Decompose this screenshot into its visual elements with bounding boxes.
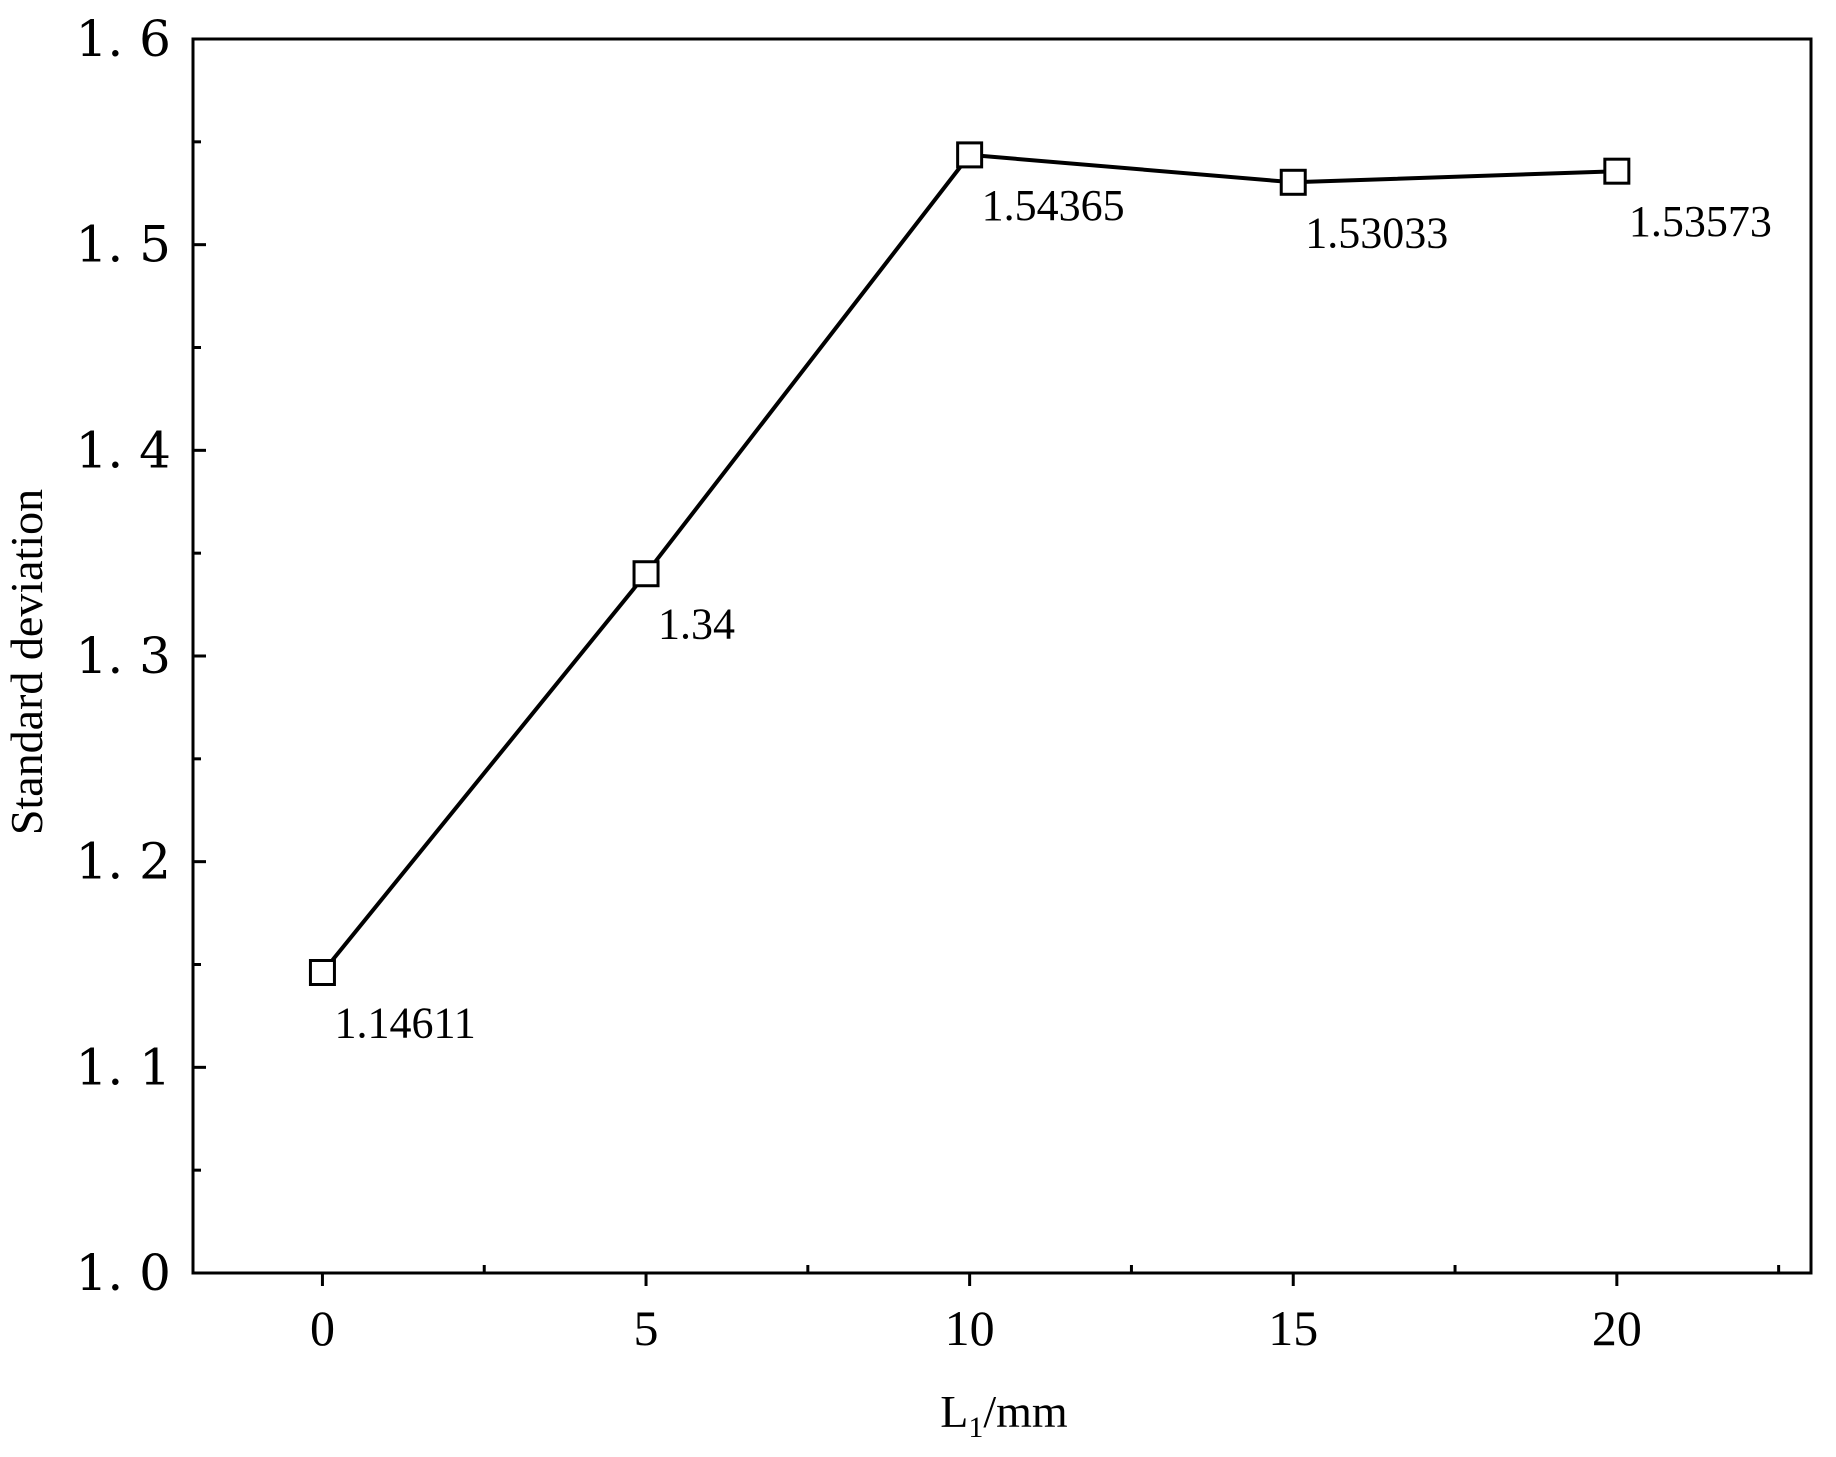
data-label: 1.14611: [334, 999, 475, 1048]
data-point-marker: [956, 141, 984, 169]
data-label: 1.53573: [1629, 197, 1772, 246]
data-label: 1.54365: [982, 181, 1125, 230]
y-tick-label: 1. 0: [76, 1244, 171, 1302]
data-point-marker: [1279, 168, 1307, 196]
y-tick-label: 1. 5: [76, 216, 171, 274]
series-line: [320, 152, 1617, 974]
x-tick-label: 10: [945, 1300, 995, 1356]
x-axis-title: L1/mm: [940, 1386, 1068, 1444]
x-tick-label: 5: [634, 1300, 659, 1356]
x-tick-label: 0: [310, 1300, 335, 1356]
data-point-marker: [632, 560, 660, 588]
data-labels: 1.14611 1.34 1.54365 1.53033 1.53573: [334, 181, 1771, 1048]
y-tick-label: 1. 6: [76, 10, 171, 68]
x-axis-title-suffix: /mm: [983, 1386, 1068, 1437]
y-tick-label: 1. 4: [76, 421, 171, 479]
data-point-marker: [1603, 157, 1631, 185]
data-point-marker: [308, 959, 336, 987]
axes: 1. 0 1. 1 1. 2 1. 3 1. 4 1. 5 1. 6 0 5 10 15 20: [76, 10, 1813, 1356]
x-axis-title-subscript: 1: [968, 1411, 983, 1444]
y-tick-label: 1. 1: [76, 1038, 171, 1096]
data-label: 1.53033: [1305, 208, 1448, 257]
y-axis-title: Standard deviation: [1, 489, 52, 835]
x-axis-title-main: L: [940, 1386, 968, 1437]
y-tick-label: 1. 3: [76, 627, 171, 685]
x-tick-label: 20: [1592, 1300, 1642, 1356]
data-label: 1.34: [658, 600, 735, 649]
y-tick-label: 1. 2: [76, 833, 171, 891]
x-tick-label: 15: [1268, 1300, 1318, 1356]
series-layer: [308, 141, 1631, 987]
